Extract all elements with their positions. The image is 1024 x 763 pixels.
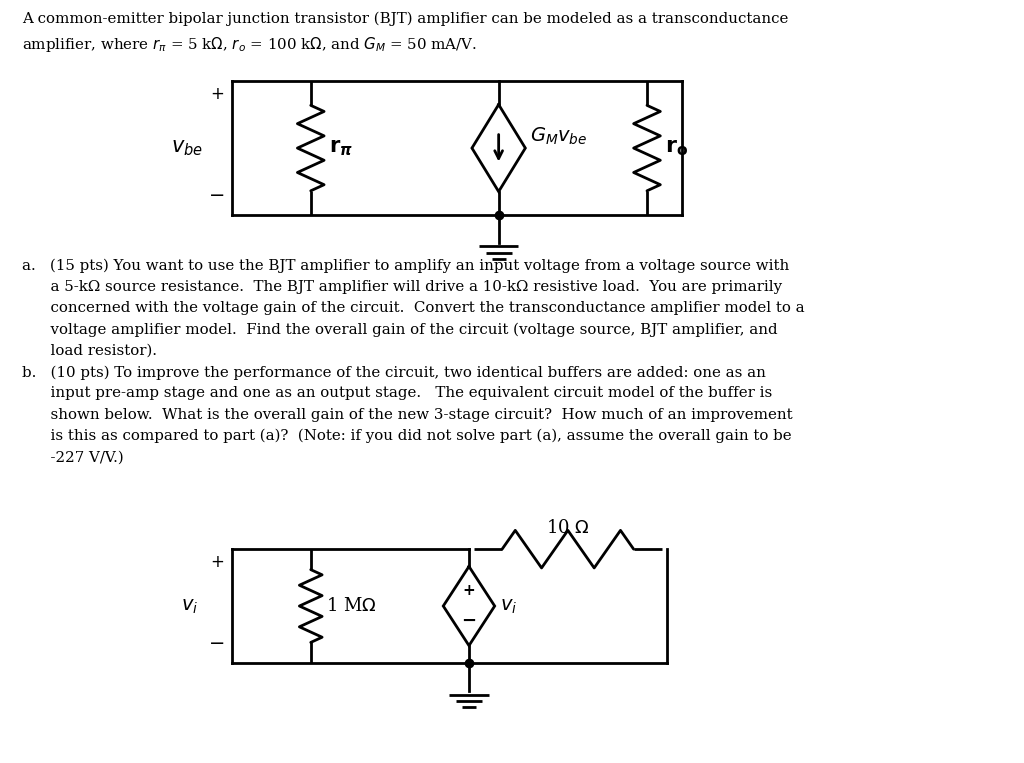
Text: $v_{be}$: $v_{be}$ [171, 138, 203, 158]
Text: a.   (15 pts) You want to use the BJT amplifier to amplify an input voltage from: a. (15 pts) You want to use the BJT ampl… [22, 259, 790, 272]
Text: $v_i$: $v_i$ [500, 597, 517, 616]
Text: amplifier, where $r_\pi$ = 5 k$\Omega$, $r_o$ = 100 k$\Omega$, and $G_M$ = 50 mA: amplifier, where $r_\pi$ = 5 k$\Omega$, … [22, 35, 477, 54]
Text: input pre-amp stage and one as an output stage.   The equivalent circuit model o: input pre-amp stage and one as an output… [22, 386, 772, 401]
Text: 10 $\Omega$: 10 $\Omega$ [546, 520, 590, 537]
Text: 1 M$\Omega$: 1 M$\Omega$ [326, 597, 376, 615]
Text: −: − [209, 185, 225, 204]
Text: shown below.  What is the overall gain of the new 3-stage circuit?  How much of : shown below. What is the overall gain of… [22, 407, 793, 422]
Text: load resistor).: load resistor). [22, 343, 157, 357]
Text: is this as compared to part (a)?  (Note: if you did not solve part (a), assume t: is this as compared to part (a)? (Note: … [22, 429, 792, 443]
Text: −: − [462, 612, 476, 630]
Text: $v_i$: $v_i$ [181, 597, 199, 616]
Text: $\mathbf{r_o}$: $\mathbf{r_o}$ [665, 138, 688, 158]
Text: concerned with the voltage gain of the circuit.  Convert the transconductance am: concerned with the voltage gain of the c… [22, 301, 805, 315]
Text: +: + [463, 584, 475, 598]
Text: voltage amplifier model.  Find the overall gain of the circuit (voltage source, : voltage amplifier model. Find the overal… [22, 322, 777, 336]
Text: +: + [210, 85, 223, 103]
Text: b.   (10 pts) To improve the performance of the circuit, two identical buffers a: b. (10 pts) To improve the performance o… [22, 365, 766, 379]
Text: A common-emitter bipolar junction transistor (BJT) amplifier can be modeled as a: A common-emitter bipolar junction transi… [22, 12, 788, 27]
Text: $G_M v_{be}$: $G_M v_{be}$ [530, 126, 588, 146]
Text: +: + [210, 553, 223, 571]
Text: $\mathbf{r}_{\boldsymbol{\pi}}$: $\mathbf{r}_{\boldsymbol{\pi}}$ [329, 138, 352, 158]
Text: a 5-kΩ source resistance.  The BJT amplifier will drive a 10-kΩ resistive load. : a 5-kΩ source resistance. The BJT amplif… [22, 279, 782, 294]
Text: -227 V/V.): -227 V/V.) [22, 450, 124, 464]
Text: −: − [209, 633, 225, 652]
